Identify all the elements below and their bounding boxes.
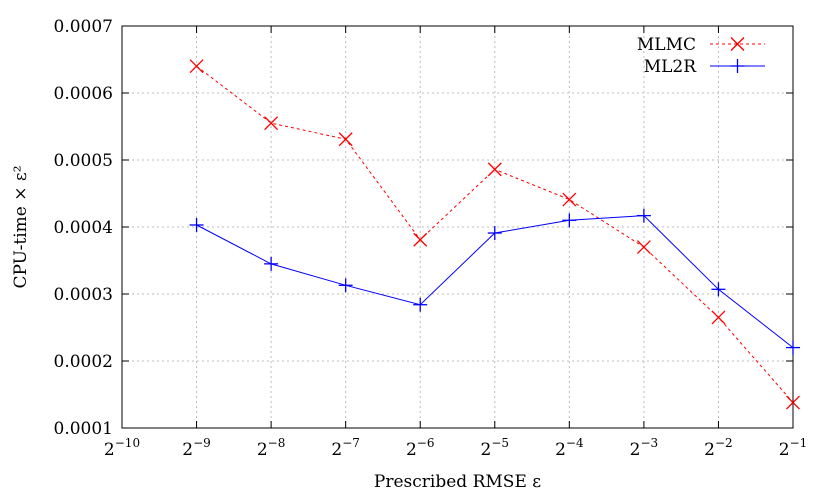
x-tick-label: 2−7 xyxy=(331,436,360,460)
x-tick-label: 2−3 xyxy=(630,436,659,460)
x-tick-label: 2−2 xyxy=(704,436,733,460)
y-tick-label: 0.0001 xyxy=(54,419,113,439)
marker-stroke xyxy=(413,232,428,247)
marker-stroke xyxy=(711,310,726,325)
legend: MLMC ML2R xyxy=(637,35,765,77)
y-tick-label: 0.0002 xyxy=(54,352,113,372)
x-tick-label: 2−8 xyxy=(257,436,286,460)
y-tick-label: 0.0003 xyxy=(54,285,113,305)
marker-stroke xyxy=(730,37,745,51)
marker-stroke xyxy=(338,132,353,147)
legend-label-mlmc: MLMC xyxy=(637,35,696,55)
y-tick-label: 0.0004 xyxy=(54,218,113,238)
x-axis-title: Prescribed RMSE ε xyxy=(374,472,541,492)
data-point-ml2r xyxy=(189,217,204,232)
data-point-mlmc xyxy=(338,132,353,147)
data-point-ml2r xyxy=(338,278,353,293)
y-tick-label: 0.0005 xyxy=(54,151,113,171)
marker-stroke xyxy=(786,395,800,410)
marker-stroke xyxy=(562,192,577,207)
legend-label-ml2r: ML2R xyxy=(644,57,698,77)
data-point-ml2r xyxy=(562,213,577,228)
x-tick-label: 2−10 xyxy=(104,436,140,460)
data-point-mlmc xyxy=(189,59,204,74)
x-tick-label: 2−6 xyxy=(406,436,435,460)
data-point-mlmc xyxy=(413,232,428,247)
legend-marker-ml2r xyxy=(730,59,745,73)
marker-stroke xyxy=(189,59,204,74)
data-point-mlmc xyxy=(711,310,726,325)
data-point-ml2r xyxy=(636,208,651,223)
data-point-ml2r xyxy=(711,282,726,297)
data-point-mlmc xyxy=(264,116,279,131)
series-layer xyxy=(189,59,800,410)
x-tick-label: 2−5 xyxy=(481,436,510,460)
data-point-ml2r xyxy=(264,256,279,271)
x-tick-label: 2−9 xyxy=(182,436,211,460)
x-tick-label: 2−1 xyxy=(779,436,808,460)
data-point-ml2r xyxy=(487,226,502,241)
y-tick-label: 0.0007 xyxy=(54,17,113,37)
data-point-ml2r xyxy=(786,340,800,355)
marker-stroke xyxy=(487,162,502,177)
legend-marker-mlmc xyxy=(730,37,745,51)
y-tick-label: 0.0006 xyxy=(54,84,113,104)
data-point-mlmc xyxy=(786,395,800,410)
marker-stroke xyxy=(636,240,651,255)
data-point-ml2r xyxy=(413,297,428,312)
axis-ticks: 2−10 2−9 2−8 2−7 2−6 2−5 2−4 2−3 2−2 2−1 0.0001 0.0… xyxy=(54,17,808,460)
data-point-mlmc xyxy=(487,162,502,177)
data-point-mlmc xyxy=(562,192,577,207)
x-tick-label: 2−4 xyxy=(555,436,584,460)
y-axis-title: CPU-time × ε² xyxy=(11,165,31,288)
data-point-mlmc xyxy=(636,240,651,255)
marker-stroke xyxy=(264,116,279,131)
